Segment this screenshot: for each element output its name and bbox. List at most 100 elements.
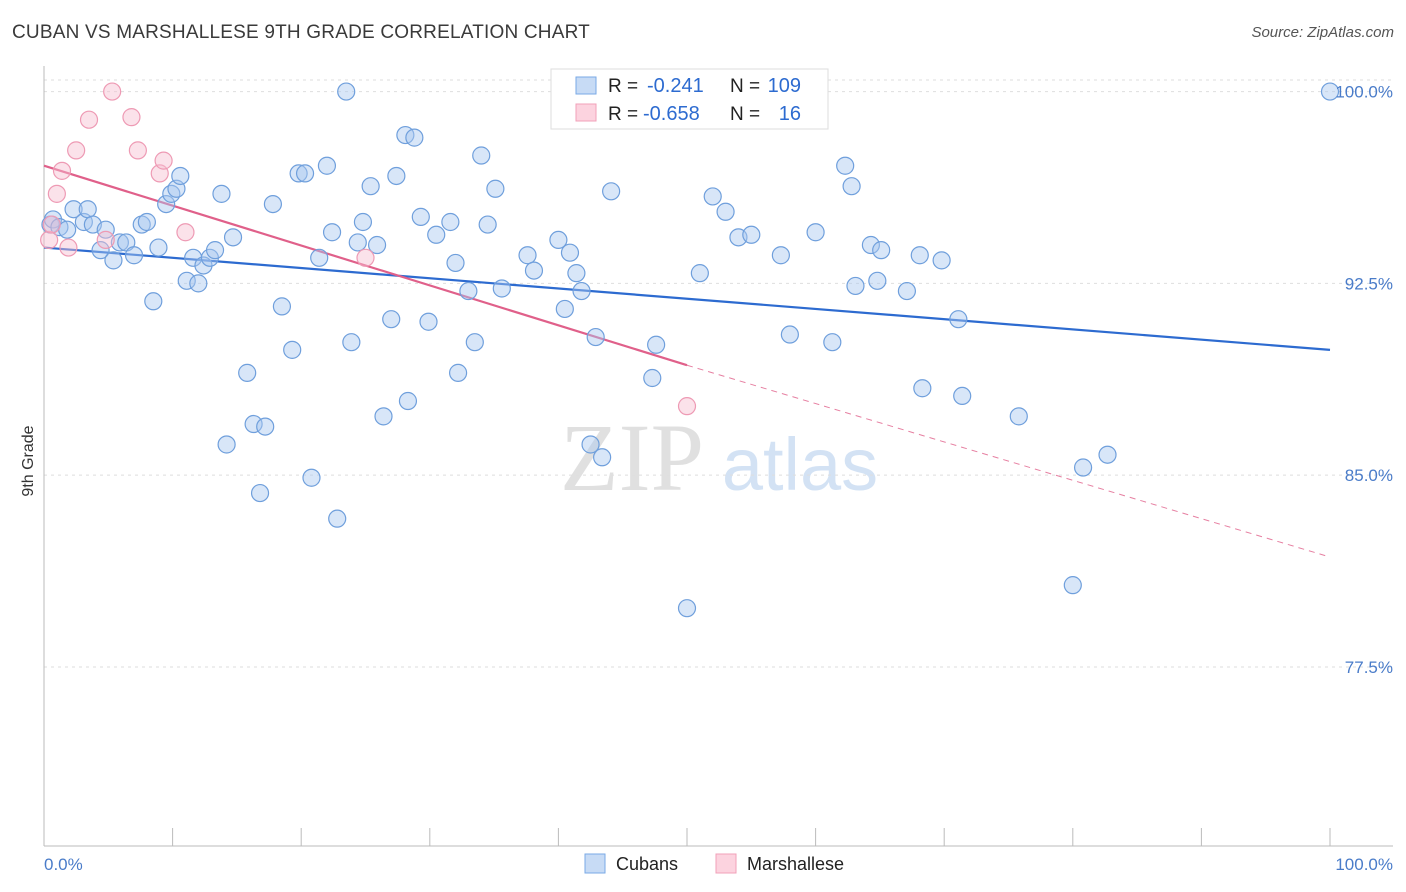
point-cubans xyxy=(96,220,115,239)
point-cubans xyxy=(110,233,129,252)
point-cubans xyxy=(465,333,484,352)
point-cubans xyxy=(1098,445,1117,464)
point-cubans xyxy=(189,274,208,293)
point-cubans xyxy=(913,379,932,398)
point-cubans xyxy=(742,225,761,244)
legend-n-label-1: N = xyxy=(730,76,760,97)
point-cubans xyxy=(317,156,337,175)
point-cubans xyxy=(144,292,163,311)
y-axis-label: 9th Grade xyxy=(20,425,37,496)
point-marshallese xyxy=(154,151,173,170)
point-cubans xyxy=(223,228,243,247)
x-tick-labels: 0.0% 100.0% xyxy=(44,855,1393,874)
point-marshallese xyxy=(47,184,66,203)
legend-swatch-cubans xyxy=(575,76,597,95)
point-marshallese xyxy=(67,141,86,160)
point-cubans xyxy=(367,235,387,255)
point-cubans xyxy=(459,281,478,301)
point-cubans xyxy=(846,276,865,296)
point-cubans xyxy=(337,82,356,101)
trend-lines xyxy=(43,164,1331,558)
point-cubans xyxy=(868,271,887,290)
point-cubans xyxy=(342,333,361,352)
y-tick-label: 92.5% xyxy=(1345,274,1393,293)
point-cubans xyxy=(361,177,380,196)
point-cubans xyxy=(703,187,722,206)
bottom-legend-swatch-marshallese xyxy=(715,853,737,874)
x-tick-label-min: 0.0% xyxy=(44,855,83,874)
point-cubans xyxy=(441,212,460,232)
point-cubans xyxy=(177,271,196,290)
legend-r-value-2: -0.658 xyxy=(643,103,700,125)
point-marshallese xyxy=(40,230,59,250)
point-cubans xyxy=(1009,407,1028,426)
bottom-legend-label-marshallese: Marshallese xyxy=(747,854,844,874)
legend-box: R = -0.241 N = 109 R = -0.658 N = 16 xyxy=(550,68,829,130)
point-cubans xyxy=(137,212,156,232)
point-cubans xyxy=(263,194,283,214)
point-cubans xyxy=(58,220,77,239)
point-cubans xyxy=(91,241,110,260)
point-cubans xyxy=(419,312,438,331)
point-cubans xyxy=(302,468,321,487)
point-cubans xyxy=(322,223,342,242)
point-marshallese xyxy=(103,82,122,101)
point-cubans xyxy=(643,368,662,388)
point-cubans xyxy=(842,177,861,196)
point-cubans xyxy=(690,264,709,283)
point-cubans xyxy=(567,264,586,283)
legend-frame xyxy=(550,68,829,130)
point-cubans xyxy=(387,166,406,186)
trend-line-marshallese-extension xyxy=(686,364,1331,558)
point-marshallese xyxy=(52,161,72,180)
watermark: ZIP atlas xyxy=(560,404,878,511)
point-cubans xyxy=(823,333,842,352)
bottom-legend: Cubans Marshallese xyxy=(584,853,844,874)
point-cubans xyxy=(910,246,929,265)
y-tick-label: 100.0% xyxy=(1335,83,1393,102)
point-cubans xyxy=(861,235,880,255)
point-cubans xyxy=(171,166,190,186)
point-cubans xyxy=(602,182,621,201)
point-marshallese xyxy=(42,215,61,234)
point-cubans xyxy=(310,248,329,267)
point-cubans xyxy=(647,335,666,354)
point-cubans xyxy=(486,179,505,198)
point-cubans xyxy=(949,310,968,329)
point-cubans xyxy=(593,448,612,467)
legend-n-value-1: 109 xyxy=(768,75,801,97)
point-marshallese xyxy=(79,110,99,129)
y-tick-labels: 100.0% 92.5% 85.0% 77.5% xyxy=(1335,83,1393,677)
point-cubans xyxy=(953,386,972,406)
legend-r-label-1: R = xyxy=(608,76,638,97)
point-cubans xyxy=(472,146,491,165)
legend-r-label-2: R = xyxy=(608,104,638,125)
point-cubans xyxy=(64,200,83,219)
point-cubans xyxy=(283,340,302,359)
point-marshallese xyxy=(356,248,375,267)
trend-line-marshallese xyxy=(43,164,688,367)
point-cubans xyxy=(806,223,825,242)
point-cubans xyxy=(555,299,574,319)
point-cubans xyxy=(256,417,275,436)
point-cubans xyxy=(78,200,97,219)
point-cubans xyxy=(492,279,511,298)
point-marshallese xyxy=(59,238,78,257)
point-cubans xyxy=(771,246,790,265)
point-cubans xyxy=(897,281,917,301)
point-cubans xyxy=(244,414,263,434)
point-cubans xyxy=(162,184,181,203)
point-cubans xyxy=(677,599,697,618)
point-cubans xyxy=(560,243,580,262)
point-marshallese xyxy=(122,108,141,127)
point-cubans xyxy=(348,233,367,252)
point-cubans xyxy=(446,253,465,273)
y-tick-label: 85.0% xyxy=(1345,466,1393,485)
point-marshallese xyxy=(128,141,147,160)
legend-swatch-marshallese xyxy=(575,103,597,122)
point-cubans xyxy=(205,241,225,260)
bottom-legend-swatch-cubans xyxy=(584,853,606,874)
point-cubans xyxy=(1073,458,1093,477)
watermark-atlas: atlas xyxy=(722,423,878,506)
point-cubans xyxy=(295,164,315,183)
